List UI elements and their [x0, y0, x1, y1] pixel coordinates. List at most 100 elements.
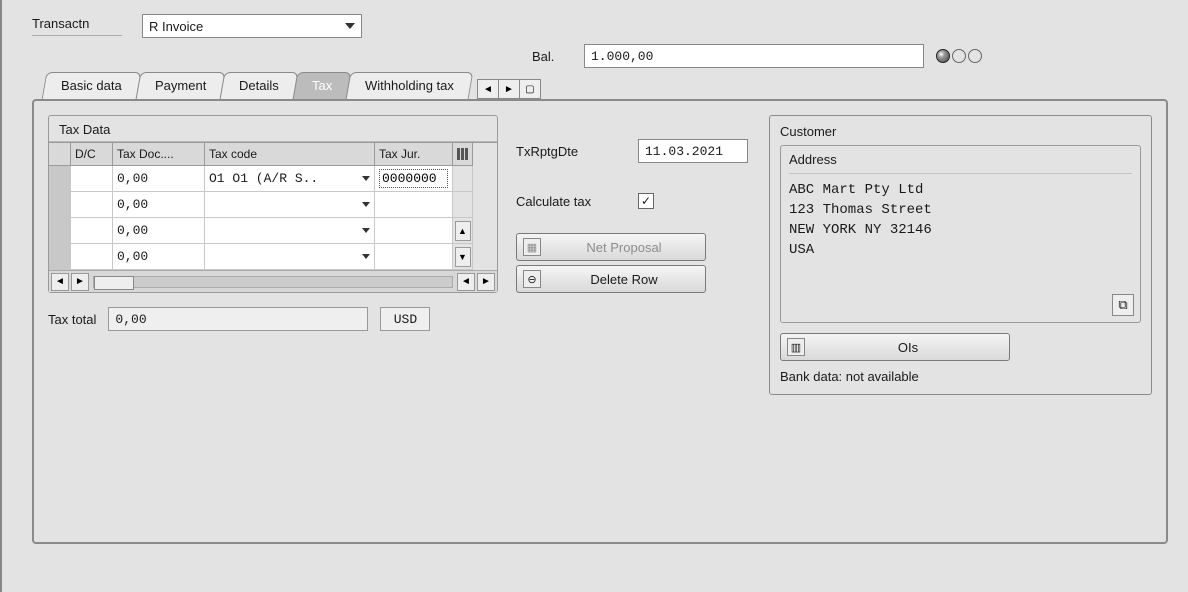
balance-value: 1.000,00: [591, 49, 653, 64]
table-row: 0,00 ▼: [49, 244, 497, 270]
tax-panel: Tax Data D/C Tax Doc.... Tax code Tax Ju…: [32, 99, 1168, 544]
cell-tax-doc[interactable]: 0,00: [113, 166, 205, 192]
cell-tax-code[interactable]: [205, 192, 375, 218]
chevron-down-icon: [362, 176, 370, 181]
calc-tax-row: Calculate tax ✓: [516, 193, 751, 209]
tax-total-field: 0,00: [108, 307, 368, 331]
txrptg-value: 11.03.2021: [645, 144, 723, 159]
row-selector[interactable]: [49, 244, 71, 270]
row-selector[interactable]: [49, 192, 71, 218]
cell-tax-code[interactable]: [205, 218, 375, 244]
tax-data-grid: D/C Tax Doc.... Tax code Tax Jur. 0,00 O…: [49, 142, 497, 292]
bank-data-text: Bank data: not available: [780, 369, 1141, 384]
txrptg-row: TxRptgDte 11.03.2021: [516, 139, 751, 163]
tax-data-title: Tax Data: [49, 116, 497, 142]
calc-tax-label: Calculate tax: [516, 194, 626, 209]
col-config[interactable]: [453, 143, 473, 166]
address-line: ABC Mart Pty Ltd: [789, 182, 1132, 198]
transactn-combobox[interactable]: R Invoice: [142, 14, 362, 38]
tabstrip-controls: ◄ ► ▢: [478, 79, 541, 99]
traffic-dot-1: [952, 49, 966, 63]
tab-details[interactable]: Details: [220, 72, 299, 99]
table-row: 0,00: [49, 192, 497, 218]
vscroll-cell: [453, 192, 473, 218]
row-selector[interactable]: [49, 166, 71, 192]
chevron-down-icon: [362, 254, 370, 259]
tab-payment[interactable]: Payment: [135, 72, 225, 99]
tabstrip-right-button[interactable]: ►: [498, 79, 520, 99]
list-icon: ▥: [787, 338, 805, 356]
col-select[interactable]: [49, 143, 71, 166]
tab-basic-data[interactable]: Basic data: [42, 72, 141, 99]
calculator-icon: ▦: [523, 238, 541, 256]
invoice-window: Transactn R Invoice Bal. 1.000,00 Basic …: [0, 0, 1188, 592]
col-tax-jur[interactable]: Tax Jur.: [375, 143, 453, 166]
balance-field[interactable]: 1.000,00: [584, 44, 924, 68]
mid-column: TxRptgDte 11.03.2021 Calculate tax ✓ ▦ N…: [516, 115, 751, 532]
tab-label: Basic data: [61, 78, 122, 93]
cell-dc[interactable]: [71, 166, 113, 192]
tabstrip-list-button[interactable]: ▢: [519, 79, 541, 99]
tabstrip-left-button[interactable]: ◄: [477, 79, 499, 99]
vscroll-down[interactable]: ▼: [453, 244, 473, 270]
calc-tax-checkbox[interactable]: ✓: [638, 193, 654, 209]
col-dc[interactable]: D/C: [71, 143, 113, 166]
left-column: Tax Data D/C Tax Doc.... Tax code Tax Ju…: [48, 115, 498, 532]
vscroll-up[interactable]: ▲: [453, 218, 473, 244]
mid-buttons: ▦ Net Proposal ⊖ Delete Row: [516, 233, 751, 293]
cell-tax-jur[interactable]: [375, 244, 453, 270]
customer-panel: Customer Address ABC Mart Pty Ltd 123 Th…: [769, 115, 1152, 395]
transactn-label: Transactn: [32, 16, 122, 36]
cell-tax-code-text: O1 O1 (A/R S..: [209, 171, 318, 186]
tax-total-currency: USD: [380, 307, 430, 331]
chevron-down-icon: [345, 23, 355, 29]
chevron-down-icon: [362, 228, 370, 233]
cell-tax-doc[interactable]: 0,00: [113, 244, 205, 270]
col-tax-doc[interactable]: Tax Doc....: [113, 143, 205, 166]
address-box: Address ABC Mart Pty Ltd 123 Thomas Stre…: [780, 145, 1141, 323]
tabstrip-wrap: Basic data Payment Details Tax Withholdi…: [32, 72, 1168, 544]
tab-label: Payment: [155, 78, 206, 93]
hscroll-thumb[interactable]: [94, 276, 134, 290]
col-tax-code[interactable]: Tax code: [205, 143, 375, 166]
balance-row: Bal. 1.000,00: [532, 44, 1168, 68]
tax-data-header: D/C Tax Doc.... Tax code Tax Jur.: [49, 143, 497, 166]
cell-tax-jur[interactable]: [375, 218, 453, 244]
cell-dc[interactable]: [71, 192, 113, 218]
tax-total-row: Tax total 0,00 USD: [48, 307, 498, 331]
cell-tax-code[interactable]: [205, 244, 375, 270]
scroll-right-button[interactable]: ►: [71, 273, 89, 291]
scroll-down-button[interactable]: ▼: [455, 247, 471, 267]
tab-label: Details: [239, 78, 279, 93]
hscrollbar[interactable]: ◄ ► ◄ ►: [49, 270, 497, 292]
scroll-left-button-2[interactable]: ◄: [457, 273, 475, 291]
cell-tax-jur[interactable]: [375, 166, 453, 192]
tab-label: Tax: [312, 78, 332, 93]
check-icon: ✓: [641, 195, 651, 207]
transactn-row: Transactn R Invoice: [32, 14, 1168, 38]
tab-withholding-tax[interactable]: Withholding tax: [346, 72, 474, 99]
tab-tax[interactable]: Tax: [292, 72, 351, 99]
cell-tax-code[interactable]: O1 O1 (A/R S..: [205, 166, 375, 192]
tax-jur-input[interactable]: [379, 169, 448, 188]
scroll-up-button[interactable]: ▲: [455, 221, 471, 241]
columns-config-icon: [457, 148, 468, 160]
table-row: 0,00 O1 O1 (A/R S..: [49, 166, 497, 192]
scroll-left-button[interactable]: ◄: [51, 273, 69, 291]
address-detail-button[interactable]: ⧉: [1112, 294, 1134, 316]
cell-tax-jur[interactable]: [375, 192, 453, 218]
cell-dc[interactable]: [71, 218, 113, 244]
hscroll-track[interactable]: [93, 276, 453, 288]
net-proposal-button[interactable]: ▦ Net Proposal: [516, 233, 706, 261]
row-selector[interactable]: [49, 218, 71, 244]
address-header: Address: [789, 150, 1132, 174]
delete-row-button[interactable]: ⊖ Delete Row: [516, 265, 706, 293]
cell-tax-doc[interactable]: 0,00: [113, 192, 205, 218]
cell-dc[interactable]: [71, 244, 113, 270]
cell-tax-doc[interactable]: 0,00: [113, 218, 205, 244]
scroll-right-button-2[interactable]: ►: [477, 273, 495, 291]
ois-button[interactable]: ▥ OIs: [780, 333, 1010, 361]
traffic-light: [936, 49, 982, 63]
ois-label: OIs: [813, 340, 1003, 355]
txrptg-date-field[interactable]: 11.03.2021: [638, 139, 748, 163]
